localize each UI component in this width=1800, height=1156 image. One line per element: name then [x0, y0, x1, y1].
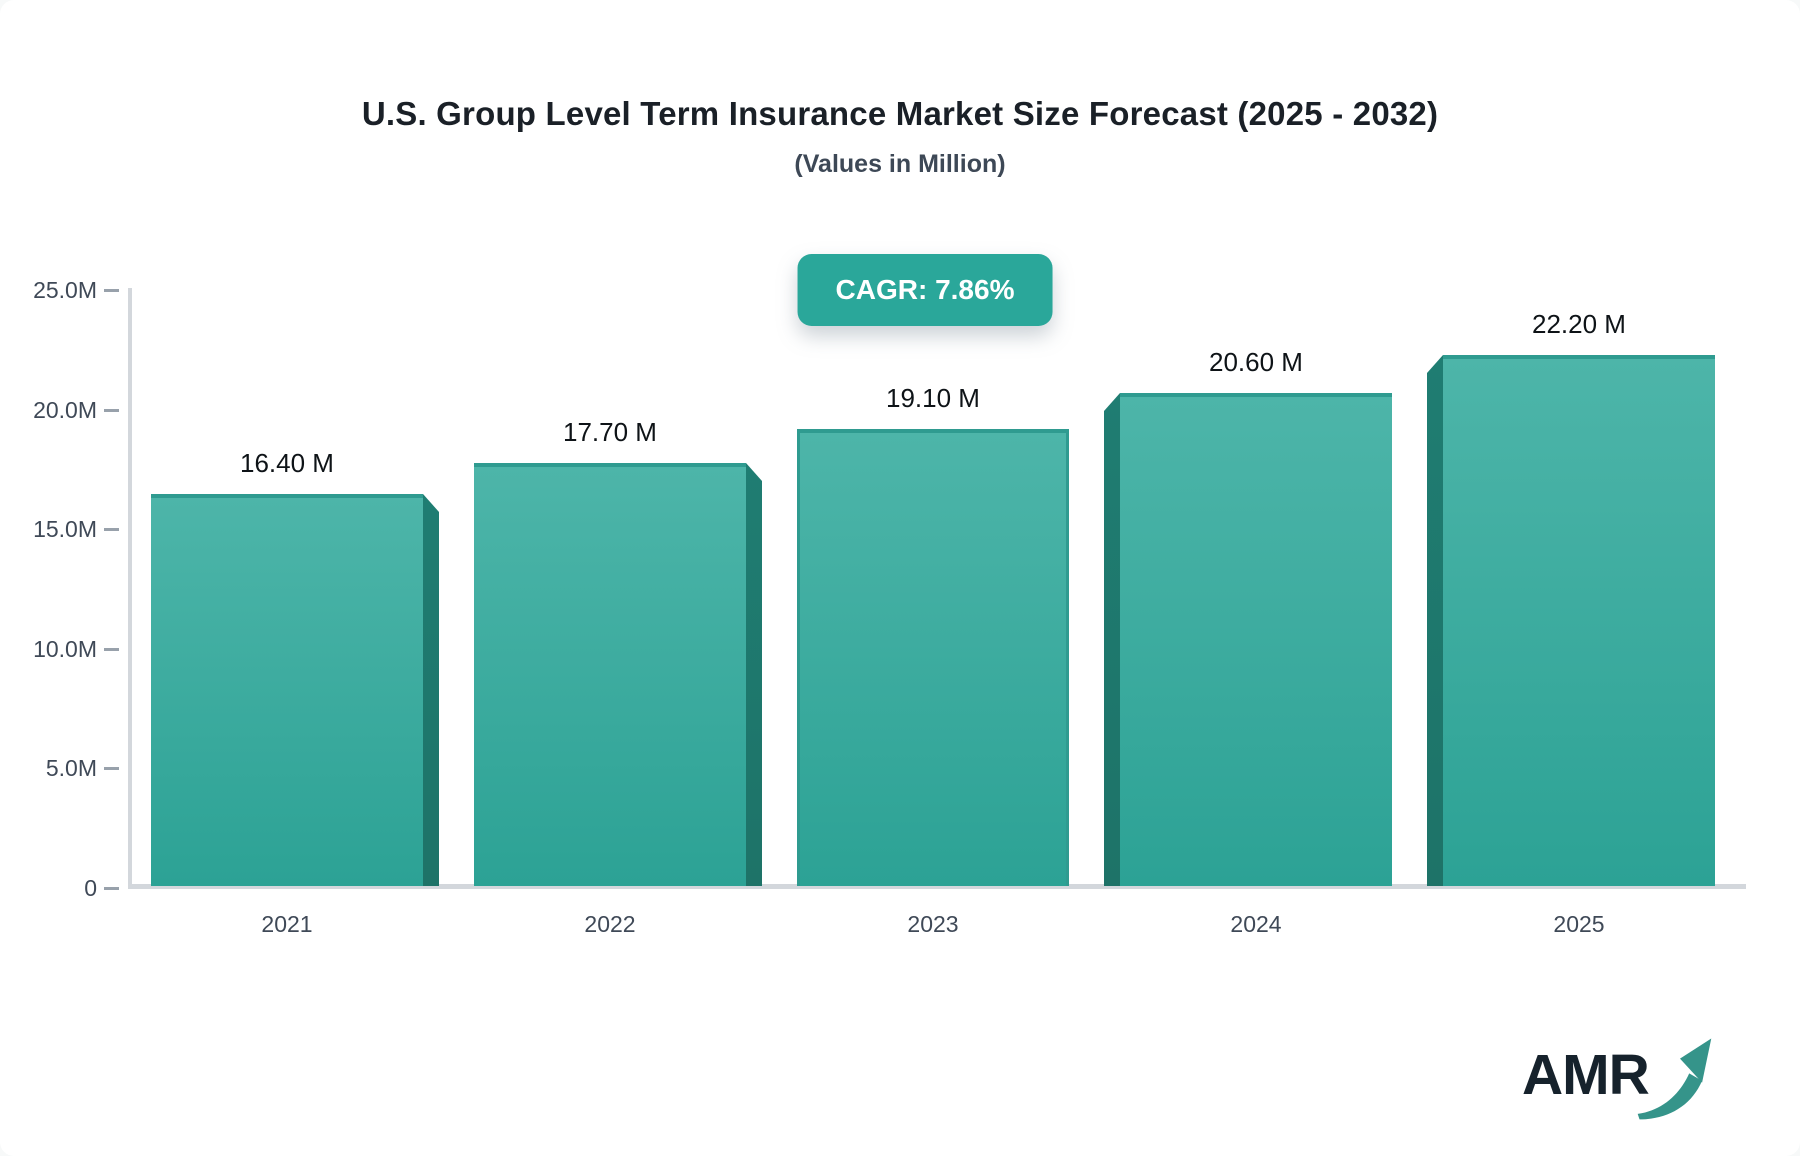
bar-side-2021 [423, 494, 439, 886]
x-tick-label-2025: 2025 [1553, 911, 1605, 937]
cagr-badge: CAGR: 7.86% [797, 254, 1053, 326]
bar-side-2022 [746, 463, 762, 886]
y-tick-label: 5.0M [45, 755, 97, 782]
amr-logo: AMR [1522, 1032, 1722, 1124]
bar-2023 [797, 429, 1069, 886]
x-tick-label-2023: 2023 [907, 911, 959, 937]
bar-2022 [474, 463, 746, 886]
y-axis-line [128, 288, 132, 888]
bar-value-label-2021: 16.40 M [240, 448, 334, 478]
bar-side-2025 [1427, 355, 1443, 886]
chart-subtitle: (Values in Million) [794, 150, 1006, 178]
y-tick-mark [104, 408, 119, 412]
bar-value-label-2024: 20.60 M [1209, 347, 1303, 377]
x-axis-line [128, 884, 1746, 889]
amr-logo-text: AMR [1522, 1043, 1650, 1107]
chart-title: U.S. Group Level Term Insurance Market S… [361, 95, 1439, 132]
y-tick-mark [104, 767, 119, 771]
y-tick-label: 15.0M [33, 516, 97, 543]
growth-arrow-icon [1637, 1038, 1712, 1120]
bar-side-2024 [1104, 393, 1120, 886]
y-tick-mark [104, 289, 119, 292]
y-tick-mark [104, 528, 119, 532]
x-tick-label-2024: 2024 [1230, 911, 1282, 937]
y-tick-label: 20.0M [33, 396, 97, 423]
y-tick-label: 25.0M [33, 277, 97, 303]
bar-value-label-2022: 17.70 M [563, 417, 657, 447]
y-tick-label: 0 [84, 875, 97, 901]
y-tick-mark [104, 887, 119, 890]
x-tick-label-2021: 2021 [261, 911, 313, 937]
x-tick-label-2022: 2022 [584, 911, 636, 937]
bar-2021 [151, 494, 423, 886]
y-tick-label: 10.0M [33, 635, 97, 662]
bar-2025 [1443, 355, 1715, 886]
bar-value-label-2025: 22.20 M [1532, 309, 1626, 339]
bar-value-label-2023: 19.10 M [886, 383, 980, 413]
bar-2024 [1120, 393, 1392, 886]
cagr-badge-label: CAGR: 7.86% [835, 274, 1015, 305]
y-tick-mark [104, 647, 119, 651]
